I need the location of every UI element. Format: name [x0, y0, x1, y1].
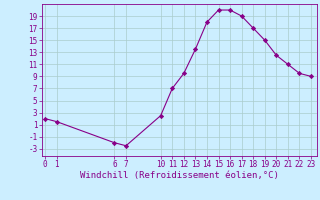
X-axis label: Windchill (Refroidissement éolien,°C): Windchill (Refroidissement éolien,°C)	[80, 171, 279, 180]
